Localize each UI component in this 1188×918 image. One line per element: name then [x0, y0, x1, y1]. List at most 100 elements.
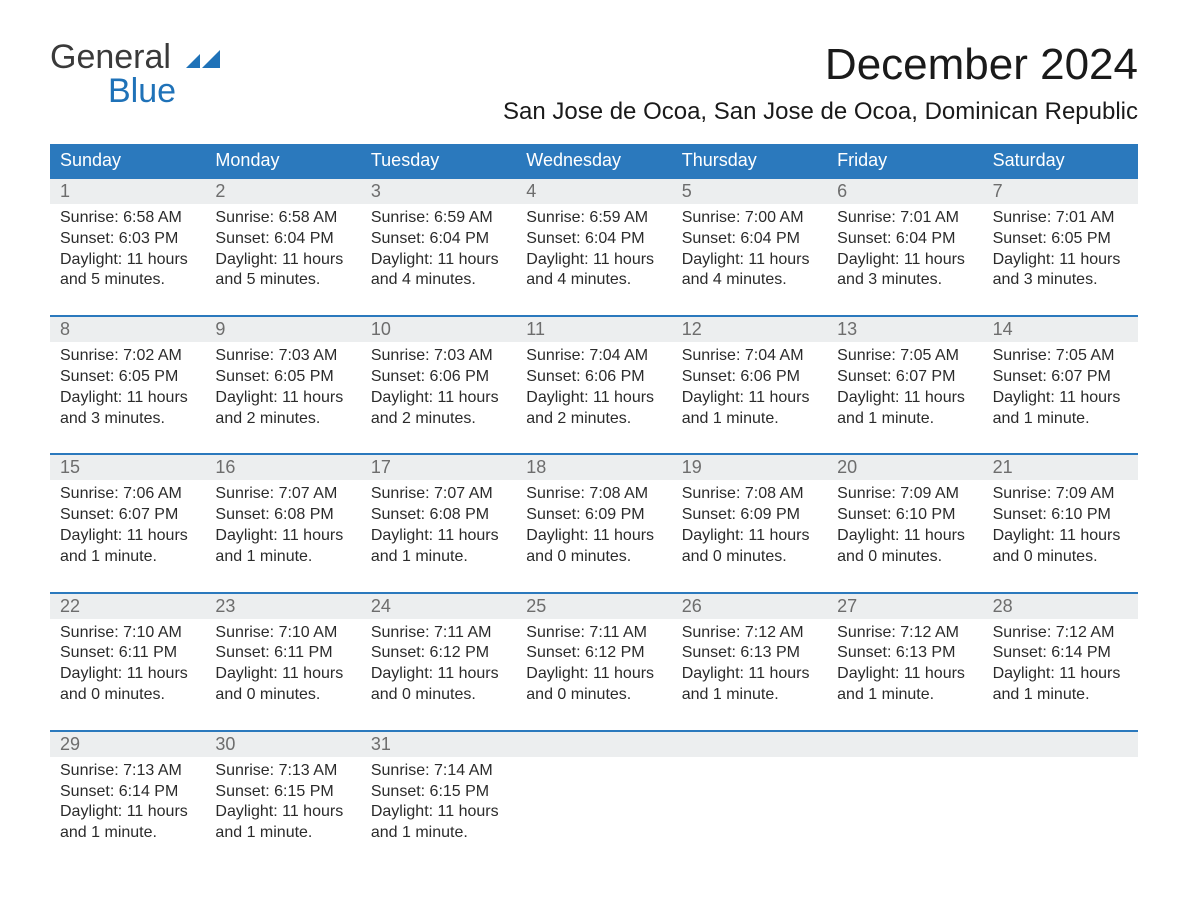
day-dl1: Daylight: 11 hours [215, 388, 350, 409]
day-dl1: Daylight: 11 hours [215, 664, 350, 685]
day-number: 12 [672, 317, 827, 342]
day-sunrise: Sunrise: 7:09 AM [837, 484, 972, 505]
detail-row: Sunrise: 7:06 AMSunset: 6:07 PMDaylight:… [50, 480, 1138, 571]
day-number: 30 [205, 732, 360, 757]
day-dl2: and 1 minute. [371, 547, 506, 568]
day-sunset: Sunset: 6:08 PM [215, 505, 350, 526]
day-dl1: Daylight: 11 hours [837, 526, 972, 547]
week-block: 15161718192021Sunrise: 7:06 AMSunset: 6:… [50, 453, 1138, 571]
dow-cell: Monday [205, 144, 360, 177]
detail-row: Sunrise: 7:02 AMSunset: 6:05 PMDaylight:… [50, 342, 1138, 433]
day-dl1: Daylight: 11 hours [60, 526, 195, 547]
day-detail: Sunrise: 7:03 AMSunset: 6:05 PMDaylight:… [205, 342, 360, 433]
day-dl2: and 1 minute. [60, 823, 195, 844]
day-sunrise: Sunrise: 7:07 AM [371, 484, 506, 505]
day-dl1: Daylight: 11 hours [60, 664, 195, 685]
day-dl1: Daylight: 11 hours [682, 664, 817, 685]
day-number: 4 [516, 179, 671, 204]
day-detail: Sunrise: 7:03 AMSunset: 6:06 PMDaylight:… [361, 342, 516, 433]
brand-logo: General Blue [50, 40, 220, 108]
location-text: San Jose de Ocoa, San Jose de Ocoa, Domi… [503, 98, 1138, 126]
day-sunrise: Sunrise: 7:01 AM [837, 208, 972, 229]
day-sunset: Sunset: 6:13 PM [682, 643, 817, 664]
day-number: 13 [827, 317, 982, 342]
day-detail: Sunrise: 7:09 AMSunset: 6:10 PMDaylight:… [983, 480, 1138, 571]
dow-cell: Sunday [50, 144, 205, 177]
day-number: 27 [827, 594, 982, 619]
day-dl1: Daylight: 11 hours [526, 526, 661, 547]
day-dl1: Daylight: 11 hours [682, 388, 817, 409]
day-number: 10 [361, 317, 516, 342]
day-number: 2 [205, 179, 360, 204]
day-number: 6 [827, 179, 982, 204]
day-sunset: Sunset: 6:12 PM [371, 643, 506, 664]
day-sunrise: Sunrise: 6:58 AM [215, 208, 350, 229]
day-dl2: and 0 minutes. [837, 547, 972, 568]
day-sunrise: Sunrise: 7:13 AM [215, 761, 350, 782]
day-sunset: Sunset: 6:05 PM [60, 367, 195, 388]
day-sunset: Sunset: 6:13 PM [837, 643, 972, 664]
day-number: 25 [516, 594, 671, 619]
day-detail: Sunrise: 6:58 AMSunset: 6:04 PMDaylight:… [205, 204, 360, 295]
day-dl2: and 0 minutes. [993, 547, 1128, 568]
calendar: SundayMondayTuesdayWednesdayThursdayFrid… [50, 144, 1138, 848]
day-number: 7 [983, 179, 1138, 204]
day-detail: Sunrise: 7:13 AMSunset: 6:15 PMDaylight:… [205, 757, 360, 848]
dow-cell: Saturday [983, 144, 1138, 177]
day-dl1: Daylight: 11 hours [60, 802, 195, 823]
day-number: 1 [50, 179, 205, 204]
header: General Blue December 2024 San Jose de O… [50, 40, 1138, 126]
day-dl1: Daylight: 11 hours [371, 526, 506, 547]
day-detail: Sunrise: 7:05 AMSunset: 6:07 PMDaylight:… [827, 342, 982, 433]
day-dl2: and 0 minutes. [526, 547, 661, 568]
day-dl1: Daylight: 11 hours [837, 250, 972, 271]
day-dl2: and 1 minute. [837, 409, 972, 430]
week-block: 1234567Sunrise: 6:58 AMSunset: 6:03 PMDa… [50, 177, 1138, 295]
day-sunrise: Sunrise: 7:03 AM [215, 346, 350, 367]
day-dl2: and 1 minute. [682, 685, 817, 706]
week-block: 293031Sunrise: 7:13 AMSunset: 6:14 PMDay… [50, 730, 1138, 848]
day-sunset: Sunset: 6:14 PM [993, 643, 1128, 664]
day-sunrise: Sunrise: 7:13 AM [60, 761, 195, 782]
detail-row: Sunrise: 6:58 AMSunset: 6:03 PMDaylight:… [50, 204, 1138, 295]
day-dl2: and 3 minutes. [993, 270, 1128, 291]
day-sunrise: Sunrise: 7:04 AM [526, 346, 661, 367]
day-dl1: Daylight: 11 hours [993, 250, 1128, 271]
day-detail: Sunrise: 7:00 AMSunset: 6:04 PMDaylight:… [672, 204, 827, 295]
week-block: 891011121314Sunrise: 7:02 AMSunset: 6:05… [50, 315, 1138, 433]
day-sunset: Sunset: 6:10 PM [993, 505, 1128, 526]
day-detail: Sunrise: 7:01 AMSunset: 6:04 PMDaylight:… [827, 204, 982, 295]
day-number: 9 [205, 317, 360, 342]
day-sunset: Sunset: 6:08 PM [371, 505, 506, 526]
day-sunset: Sunset: 6:04 PM [371, 229, 506, 250]
day-dl2: and 1 minute. [993, 685, 1128, 706]
day-number: 21 [983, 455, 1138, 480]
day-dl1: Daylight: 11 hours [682, 250, 817, 271]
day-sunset: Sunset: 6:06 PM [682, 367, 817, 388]
day-dl1: Daylight: 11 hours [60, 250, 195, 271]
day-dl2: and 1 minute. [371, 823, 506, 844]
day-detail: Sunrise: 7:04 AMSunset: 6:06 PMDaylight:… [672, 342, 827, 433]
day-number: 28 [983, 594, 1138, 619]
day-number: 26 [672, 594, 827, 619]
day-sunrise: Sunrise: 6:58 AM [60, 208, 195, 229]
detail-row: Sunrise: 7:13 AMSunset: 6:14 PMDaylight:… [50, 757, 1138, 848]
dow-cell: Friday [827, 144, 982, 177]
day-sunset: Sunset: 6:04 PM [526, 229, 661, 250]
title-block: December 2024 San Jose de Ocoa, San Jose… [503, 40, 1138, 126]
day-sunset: Sunset: 6:06 PM [371, 367, 506, 388]
day-sunrise: Sunrise: 7:00 AM [682, 208, 817, 229]
day-dl1: Daylight: 11 hours [371, 388, 506, 409]
day-sunset: Sunset: 6:07 PM [837, 367, 972, 388]
day-sunset: Sunset: 6:12 PM [526, 643, 661, 664]
day-dl1: Daylight: 11 hours [837, 388, 972, 409]
day-dl2: and 4 minutes. [682, 270, 817, 291]
day-number: 15 [50, 455, 205, 480]
day-dl2: and 4 minutes. [371, 270, 506, 291]
brand-mark-icon [186, 50, 220, 68]
day-sunset: Sunset: 6:04 PM [837, 229, 972, 250]
day-number: 3 [361, 179, 516, 204]
day-sunrise: Sunrise: 7:12 AM [837, 623, 972, 644]
day-sunset: Sunset: 6:10 PM [837, 505, 972, 526]
day-sunrise: Sunrise: 7:11 AM [526, 623, 661, 644]
